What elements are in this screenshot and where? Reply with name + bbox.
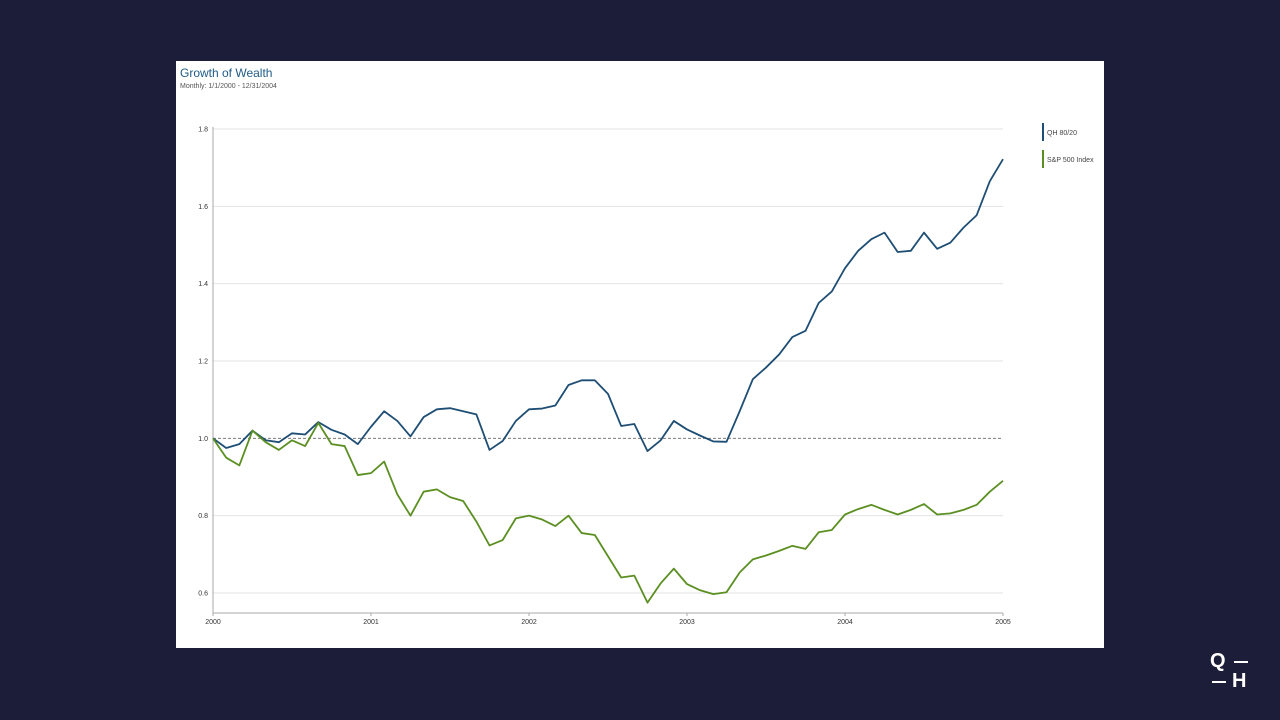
y-tick-label: 1.8 [198,127,208,134]
legend-swatch [1042,150,1044,168]
y-tick-label: 1.2 [198,359,208,366]
y-tick-label: 1.0 [198,436,208,443]
x-tick-label: 2003 [679,619,695,626]
y-tick-label: 0.8 [198,513,208,520]
chart-subtitle: Monthly: 1/1/2000 - 12/31/2004 [180,83,277,90]
legend-swatch [1042,123,1044,141]
y-tick-label: 0.6 [198,591,208,598]
series-line-sp-500 [212,421,1004,604]
chart-card: Growth of Wealth Monthly: 1/1/2000 - 12/… [176,61,1104,648]
x-tick-label: 2005 [995,619,1011,626]
x-tick-label: 2000 [205,619,221,626]
y-tick-label: 1.4 [198,281,208,288]
legend-label: S&P 500 Index [1047,157,1094,164]
legend-label: QH 80/20 [1047,130,1077,137]
chart-title: Growth of Wealth [180,66,273,80]
line-chart: 0.6 0.8 1.0 1.2 1.4 1.6 1.8 2000 2001 2002 2003 200… [198,123,1094,626]
y-tick-label: 1.6 [198,204,208,211]
x-tick-label: 2002 [521,619,537,626]
series-line-qh-80-20 [212,158,1004,452]
x-tick-label: 2004 [837,619,853,626]
x-tick-label: 2001 [363,619,379,626]
